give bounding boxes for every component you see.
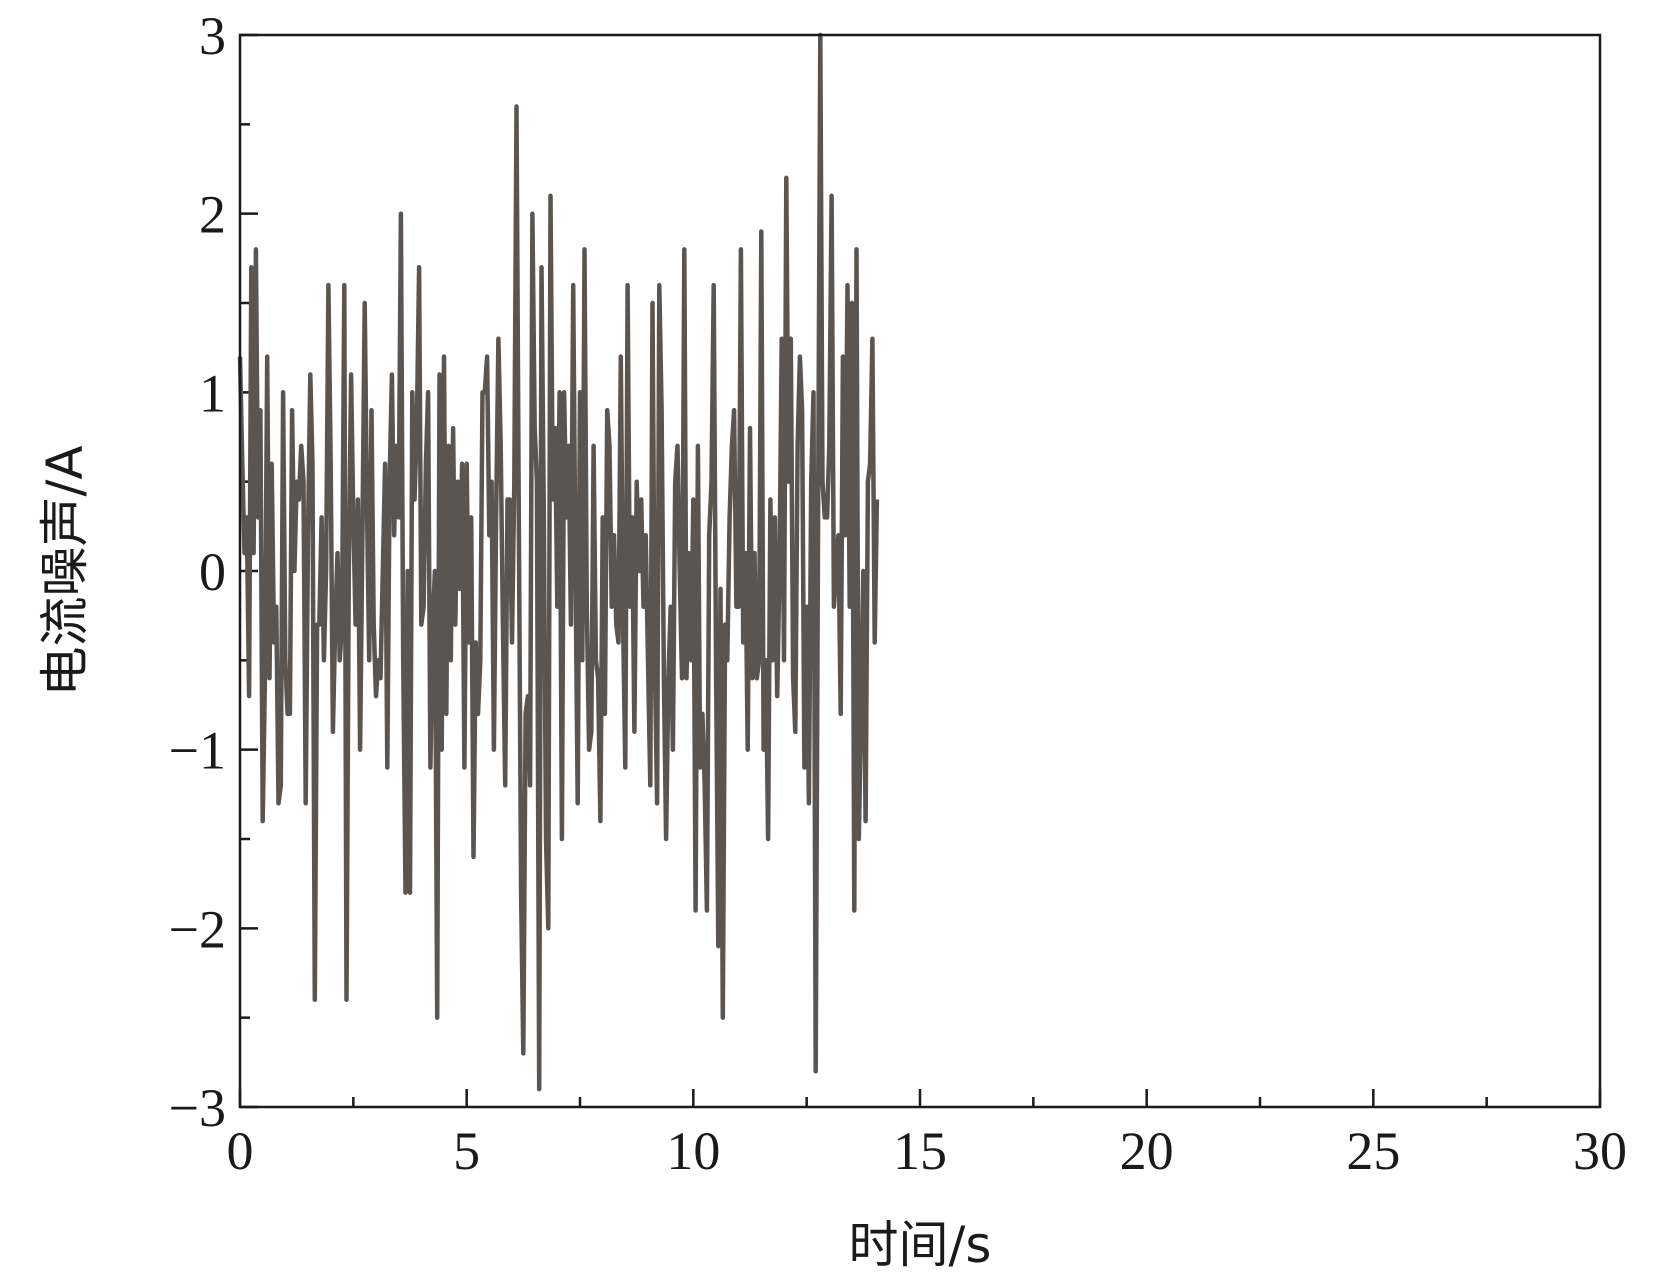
y-tick-label: 2 [199,185,226,245]
y-tick-label: −1 [169,721,226,781]
x-tick-label: 5 [453,1121,480,1181]
x-tick-label: 25 [1346,1121,1400,1181]
x-tick-label: 10 [666,1121,720,1181]
y-axis-title: 电流噪声/A [36,445,94,696]
plot-frame [238,33,1602,1109]
x-tick-label: 0 [227,1121,254,1181]
y-tick-label: 1 [199,363,226,423]
axis-tick-labels: 0 5 10 15 20 25 30 −3 −2 −1 0 1 2 3 [169,6,1627,1181]
x-tick-label: 15 [893,1121,947,1181]
y-tick-label: −2 [169,899,226,959]
series-line [237,32,880,1092]
y-tick-label: 3 [199,6,226,66]
y-tick-label: −3 [169,1078,226,1138]
x-tick-label: 20 [1120,1121,1174,1181]
series-layer [237,32,880,1092]
y-tick-label: 0 [199,542,226,602]
x-tick-label: 30 [1573,1121,1627,1181]
x-axis-title: 时间/s [849,1216,992,1274]
